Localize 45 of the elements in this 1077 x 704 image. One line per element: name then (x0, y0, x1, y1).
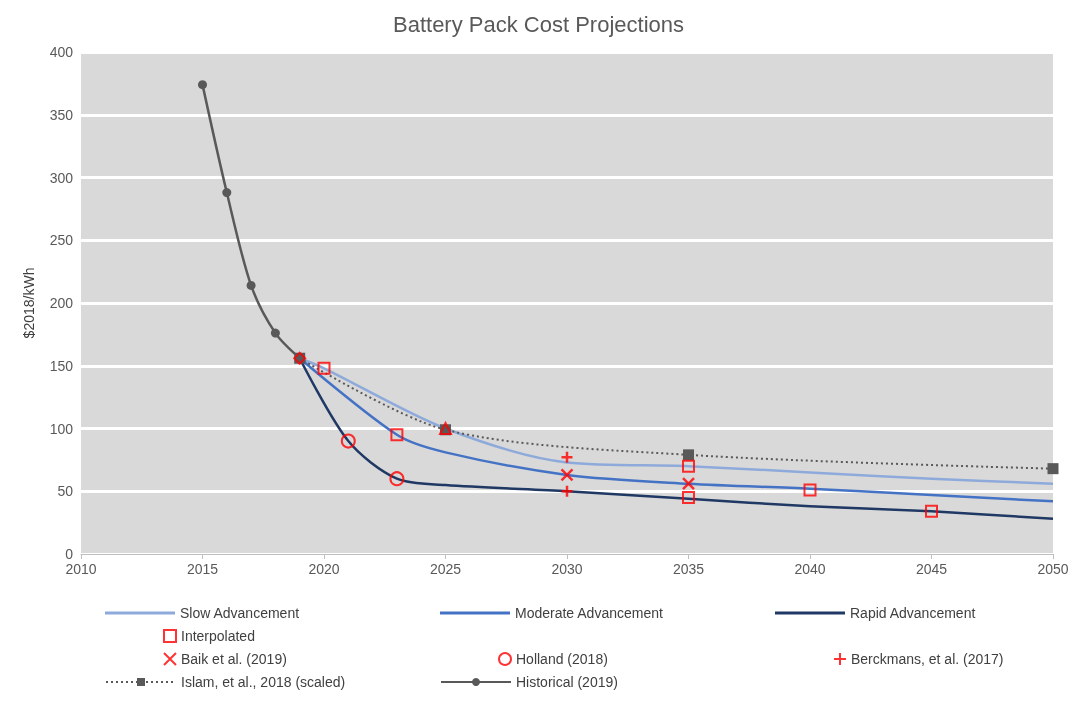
legend-label: Historical (2019) (516, 674, 618, 690)
y-tick-label: 350 (49, 106, 74, 123)
y-tick-label: 300 (49, 169, 74, 186)
point (198, 80, 207, 90)
point (389, 471, 405, 487)
x-tick-label: 2035 (672, 561, 705, 577)
x-tick-label: 2050 (1037, 561, 1069, 577)
x-tick-label: 2010 (65, 561, 97, 577)
y-tick-label: 0 (65, 546, 74, 562)
x-tick-label: 2025 (429, 561, 462, 577)
legend-label: Baik et al. (2019) (181, 651, 287, 667)
point (683, 449, 694, 461)
y-tick-label: 250 (49, 232, 74, 249)
point (803, 483, 817, 497)
point (340, 433, 356, 449)
point (681, 476, 696, 491)
y-tick-label: 150 (49, 357, 74, 374)
legend-label: Interpolated (181, 628, 255, 644)
point (246, 280, 256, 290)
point (317, 361, 331, 375)
point (925, 504, 938, 518)
legend-label: Slow Advancement (180, 605, 300, 621)
legend-label: Rapid Advancement (850, 605, 976, 621)
legend-label: Berckmans, et al. (2017) (851, 651, 1004, 667)
point (682, 491, 695, 505)
legend-label: Holland (2018) (516, 651, 608, 667)
y-axis-title: $2018/kWh (21, 267, 37, 339)
point (682, 459, 695, 473)
chart-title: Battery Pack Cost Projections (392, 11, 685, 37)
y-tick-label: 100 (49, 420, 74, 437)
point (222, 188, 232, 198)
x-tick-label: 2040 (794, 561, 826, 577)
x-tick-label: 2020 (308, 561, 340, 577)
legend-label: Islam, et al., 2018 (scaled) (181, 674, 346, 690)
y-tick-label: 400 (49, 44, 74, 60)
point (390, 428, 404, 442)
x-tick-label: 2015 (186, 561, 219, 577)
point (1047, 463, 1059, 475)
y-tick-label: 200 (49, 295, 74, 311)
legend-label: Moderate Advancement (515, 605, 663, 621)
x-tick-label: 2045 (915, 561, 948, 577)
x-tick-label: 2030 (551, 561, 583, 577)
point (560, 468, 574, 482)
y-tick-label: 50 (57, 483, 74, 500)
point (270, 328, 280, 338)
